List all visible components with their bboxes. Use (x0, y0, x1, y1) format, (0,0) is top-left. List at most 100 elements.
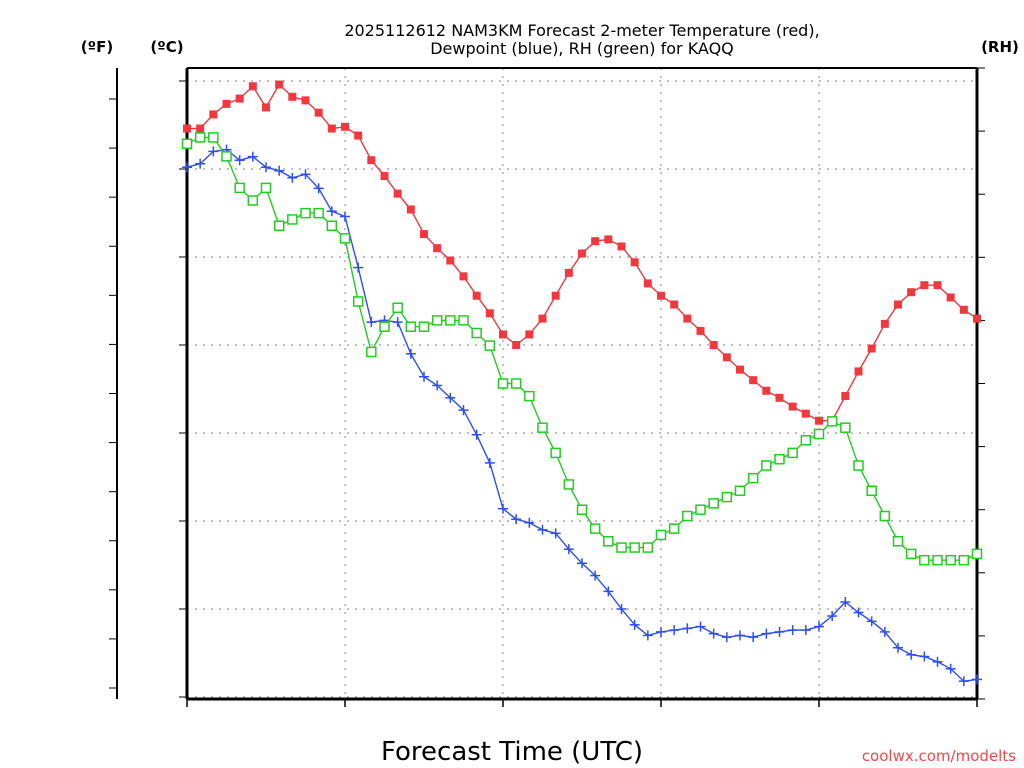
rh-point (616, 542, 627, 553)
rh-point (668, 523, 680, 534)
dewpoint-point (484, 457, 495, 468)
temperature-point (472, 291, 481, 300)
dewpoint-point (735, 630, 745, 641)
rh-point (339, 233, 351, 244)
axes (109, 67, 985, 707)
rh-point (392, 302, 403, 314)
temperature-point (736, 365, 744, 374)
temperature-point (341, 122, 349, 131)
dewpoint-point (563, 544, 574, 555)
temperature-point (446, 256, 455, 265)
dewpoint-point (748, 632, 759, 643)
temperature-point (894, 300, 902, 309)
rh-point (655, 529, 667, 541)
temperature-point (459, 272, 468, 281)
rh-point (300, 207, 311, 219)
dewpoint-point (524, 517, 535, 528)
rh-point (958, 554, 970, 566)
temperature-point (801, 409, 810, 418)
dewpoint-point (577, 558, 587, 569)
dewpoint-point (261, 162, 271, 173)
dewpoint-point (550, 528, 561, 539)
rh-point (366, 346, 377, 358)
dewpoint-point (774, 626, 785, 637)
dewpoint-point (353, 262, 364, 273)
temperature-point (788, 402, 797, 411)
rh-point (853, 460, 864, 471)
x-axis-title: Forecast Time (UTC) (381, 737, 643, 767)
temperature-point (775, 393, 784, 402)
temperature-point (380, 172, 389, 181)
temperature-point (578, 249, 586, 258)
rh-point (445, 315, 456, 326)
temperature-point (933, 281, 942, 290)
dewpoint-point (893, 642, 903, 653)
rh-point (418, 321, 430, 332)
rh-point (524, 390, 535, 402)
temperature-point (551, 291, 560, 300)
dewpoint-point (458, 405, 469, 416)
rh-point (747, 472, 759, 484)
temperature-point (643, 279, 652, 288)
temperature-point (525, 330, 534, 339)
dewpoint-point (208, 146, 219, 157)
temperature-point (920, 281, 929, 290)
rh-point (932, 554, 943, 566)
dewpoint-point (629, 619, 640, 630)
temperature-point (657, 291, 665, 300)
temperature-point (880, 319, 889, 328)
rh-point (840, 422, 851, 433)
rh-point (326, 220, 338, 231)
rh-point (721, 491, 733, 503)
rh-point (563, 479, 575, 490)
dewpoint-point (906, 649, 917, 660)
rh-point (642, 542, 654, 553)
rh-point (537, 422, 548, 433)
dewpoint-point (498, 503, 508, 514)
temperature-point (867, 344, 876, 353)
dewpoint-point (419, 371, 429, 382)
rh-point (734, 485, 746, 497)
temperature-point (815, 416, 823, 425)
rh-point (287, 214, 298, 225)
rh-point (194, 132, 206, 143)
dewpoint-point (182, 162, 192, 173)
temperature-point (327, 124, 336, 133)
rh-point (813, 428, 825, 440)
dewpoint-point (511, 514, 522, 525)
grid-lines (186, 68, 978, 699)
rh-point (919, 554, 930, 566)
dewpoint-point (708, 628, 719, 639)
credit-text: coolwx.com/modelts (862, 747, 1016, 765)
dewpoint-point (919, 651, 930, 662)
celsius-unit-label: (ºC) (150, 38, 183, 56)
temperature-point (762, 386, 771, 395)
temperature-point (907, 288, 916, 297)
temperature-point (301, 96, 310, 105)
dewpoint-point (616, 604, 627, 614)
dewpoint-point (761, 628, 772, 639)
dewpoint-point (932, 656, 943, 667)
dewpoint-point (721, 632, 732, 643)
temperature-point (393, 189, 402, 198)
dewpoint-point (695, 621, 706, 632)
rh-point (247, 195, 259, 206)
rh-point (774, 453, 785, 465)
dewpoint-point (590, 570, 601, 581)
rh-point (589, 523, 601, 534)
rh-point (576, 504, 588, 515)
temperature-point (288, 92, 297, 101)
dewpoint-point (392, 317, 403, 328)
temperature-point (406, 205, 415, 214)
rh-point (352, 296, 364, 307)
rh-point (208, 132, 219, 143)
rh-point (866, 485, 877, 497)
temperature-point (630, 258, 639, 267)
temperature-point (604, 235, 613, 244)
rh-point (313, 207, 324, 219)
dewpoint-point (958, 676, 969, 687)
rh-point (471, 327, 482, 339)
rh-point (273, 220, 285, 231)
temperature-point (275, 80, 284, 89)
temperature-point (683, 314, 692, 323)
